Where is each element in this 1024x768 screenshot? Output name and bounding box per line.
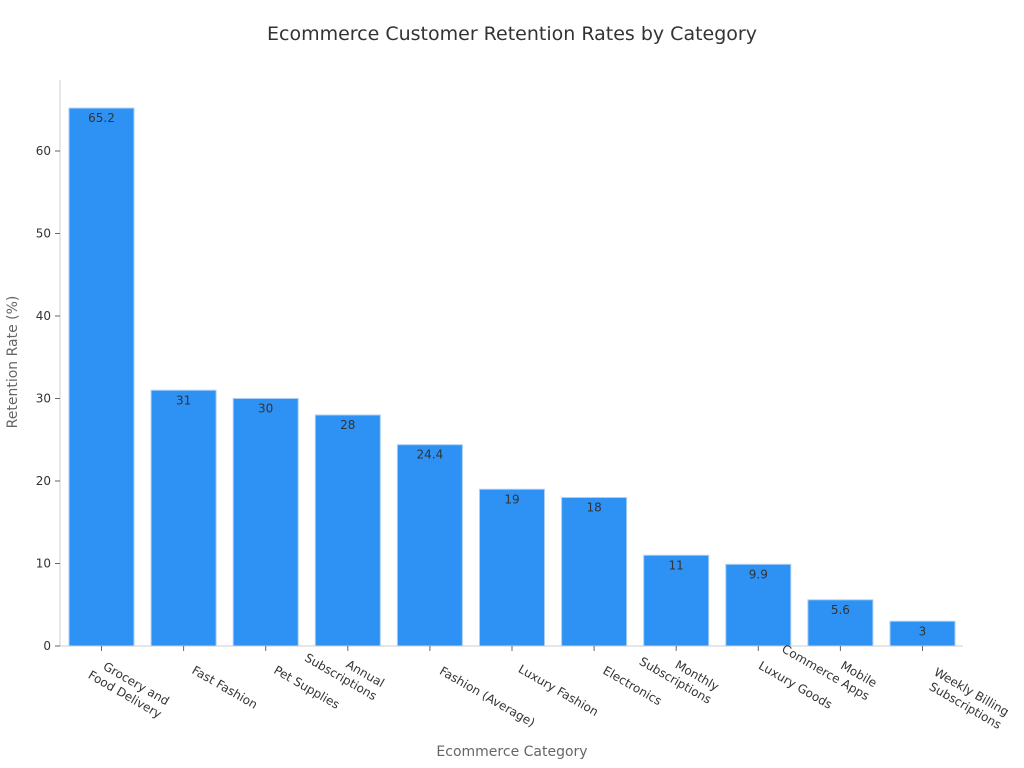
bar — [396, 444, 463, 647]
x-tick-label: Luxury Fashion — [516, 662, 601, 719]
bar — [643, 554, 710, 647]
data-label: 9.9 — [749, 567, 768, 581]
bar — [561, 497, 628, 647]
bar — [725, 563, 792, 647]
bar — [807, 599, 874, 647]
data-label: 31 — [176, 393, 191, 407]
y-tick-label: 60 — [36, 144, 51, 158]
data-label: 28 — [340, 418, 355, 432]
data-label: 65.2 — [88, 111, 115, 125]
y-axis-label: Retention Rate (%) — [5, 296, 21, 429]
y-tick-label: 30 — [36, 392, 51, 406]
bar — [150, 389, 217, 647]
y-tick-label: 40 — [36, 309, 51, 323]
data-label: 19 — [504, 492, 519, 506]
data-label: 30 — [258, 402, 273, 416]
bar — [314, 414, 381, 647]
data-label: 11 — [669, 558, 684, 572]
data-label: 24.4 — [417, 448, 444, 462]
y-tick-label: 0 — [43, 639, 51, 653]
x-tick-label-line: Fast Fashion — [190, 663, 260, 712]
bar — [479, 488, 545, 647]
bar — [68, 107, 135, 647]
x-tick-label: Fast Fashion — [190, 663, 260, 712]
chart-title: Ecommerce Customer Retention Rates by Ca… — [267, 23, 757, 45]
data-label: 18 — [586, 501, 601, 515]
x-axis-label: Ecommerce Category — [436, 744, 587, 760]
y-tick-label: 20 — [36, 474, 51, 488]
x-tick-label-line: Luxury Fashion — [516, 662, 601, 719]
bar — [889, 620, 956, 647]
y-tick-label: 10 — [36, 557, 51, 571]
bar — [232, 398, 299, 647]
y-tick-label: 50 — [36, 227, 51, 241]
data-label: 5.6 — [831, 603, 850, 617]
data-label: 3 — [919, 624, 927, 638]
